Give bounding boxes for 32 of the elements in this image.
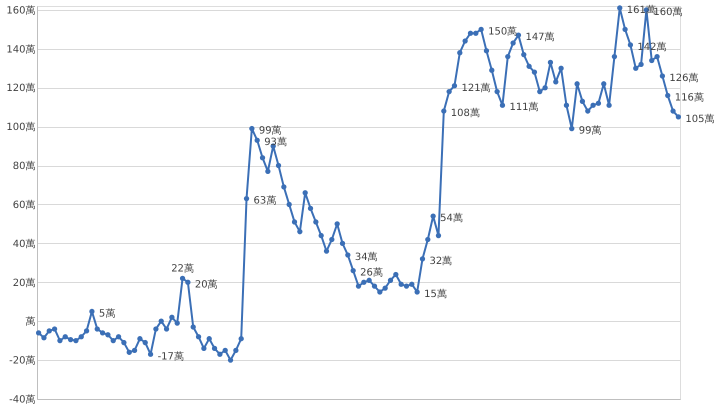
data-label: 15萬 xyxy=(424,288,447,300)
data-label: 111萬 xyxy=(509,101,539,114)
y-tick-label: 萬 xyxy=(26,316,36,328)
data-label: 105萬 xyxy=(685,112,714,125)
y-tick-label: 160萬 xyxy=(6,4,36,16)
y-tick-label: 20萬 xyxy=(12,276,36,289)
data-label: 150萬 xyxy=(488,25,518,38)
data-label: 108萬 xyxy=(450,107,480,120)
y-tick-label: 80萬 xyxy=(12,160,36,172)
data-label: 32萬 xyxy=(429,254,452,267)
data-label: 126萬 xyxy=(669,72,698,84)
y-tick-label: -20萬 xyxy=(9,354,36,367)
y-tick-label: -40萬 xyxy=(9,394,36,406)
data-label: -17萬 xyxy=(158,350,184,362)
data-label: 20萬 xyxy=(194,278,218,290)
data-label: 54萬 xyxy=(440,212,463,224)
data-label: 26萬 xyxy=(360,266,383,279)
data-label: 34萬 xyxy=(354,251,378,264)
y-tick-label: 60萬 xyxy=(12,198,36,211)
data-label: 121萬 xyxy=(461,82,491,94)
data-label: 99萬 xyxy=(258,124,282,137)
data-label: 99萬 xyxy=(578,124,602,137)
y-tick-label: 100萬 xyxy=(6,121,36,134)
data-label: 5萬 xyxy=(98,307,116,320)
y-tick-label: 120萬 xyxy=(6,82,36,94)
data-label: 93萬 xyxy=(264,136,287,148)
y-tick-label: 40萬 xyxy=(12,238,36,250)
data-label: 147萬 xyxy=(525,31,555,44)
data-label: 22萬 xyxy=(171,262,194,274)
data-label: 116萬 xyxy=(674,91,704,104)
data-label: 63萬 xyxy=(254,194,276,207)
y-tick-label: 140萬 xyxy=(6,43,36,56)
